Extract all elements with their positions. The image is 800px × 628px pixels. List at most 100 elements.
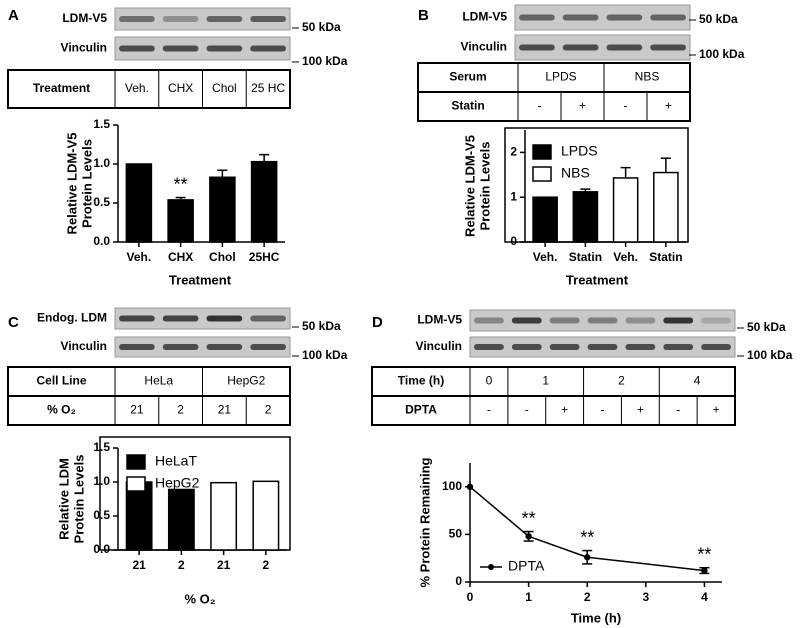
blot-band <box>250 16 286 22</box>
marker-label: 100 kDa <box>699 47 745 61</box>
x-tick-label: Statin <box>569 250 602 264</box>
blot-band <box>606 44 643 51</box>
y-tick-label: 50 <box>449 527 463 541</box>
table-cell: LPDS <box>545 70 576 84</box>
blot-label: LDM-V5 <box>417 313 462 327</box>
blot-band <box>511 344 542 350</box>
y-axis-title: Protein Levels <box>477 142 492 231</box>
bar <box>250 160 278 243</box>
panel-label: B <box>418 7 429 24</box>
table-cell: - <box>676 403 680 417</box>
table-cell: 2 <box>618 374 625 388</box>
x-axis-title: % O₂ <box>184 591 215 606</box>
blot-label: LDM-V5 <box>462 10 507 24</box>
x-axis-title: Time (h) <box>571 610 621 625</box>
marker-label: 50 kDa <box>302 319 341 333</box>
blot-band <box>206 45 243 52</box>
legend-swatch <box>532 166 552 182</box>
blot-band <box>250 45 286 52</box>
blot-band <box>549 344 580 350</box>
blot-band <box>474 317 504 324</box>
y-tick-label: 0 <box>510 234 517 248</box>
blot-band <box>587 317 618 324</box>
blot-band <box>625 344 656 350</box>
blot-band <box>650 14 686 21</box>
blot-band <box>562 44 599 51</box>
bar <box>572 191 599 243</box>
blot <box>114 36 291 61</box>
y-tick-label: 100 <box>442 479 462 493</box>
blot-band <box>701 344 731 350</box>
y-tick-label: 0.0 <box>93 542 110 556</box>
blot-band <box>474 344 504 350</box>
annotation: ** <box>580 527 594 547</box>
bar <box>653 171 679 243</box>
x-axis-title: Treatment <box>566 272 629 287</box>
blot-label: LDM-V5 <box>62 11 107 25</box>
table-row <box>7 69 291 109</box>
table-cell: 25 HC <box>251 81 285 95</box>
table-cell: HeLa <box>144 374 173 388</box>
legend-label: HeLaT <box>155 453 197 469</box>
blot-band <box>549 317 580 324</box>
table-row <box>417 91 691 122</box>
marker-label: 100 kDa <box>302 54 348 68</box>
x-tick-label: 1 <box>525 590 532 604</box>
bar <box>209 176 236 243</box>
annotation: ** <box>174 174 188 194</box>
legend-label: LPDS <box>561 143 598 159</box>
table-cell: + <box>665 99 672 113</box>
table-row-label: Cell Line <box>36 374 86 388</box>
table-row-label: Serum <box>449 70 486 84</box>
y-tick-label: 1.5 <box>93 440 110 454</box>
legend-marker <box>488 564 494 570</box>
blot-band <box>206 315 243 322</box>
table-row-label: DPTA <box>405 403 437 417</box>
x-tick-label: Veh. <box>613 250 638 264</box>
blot <box>114 336 291 358</box>
y-tick-label: 1.0 <box>93 474 110 488</box>
blot-band <box>119 315 155 322</box>
table-cell: - <box>601 403 605 417</box>
bar <box>252 480 280 551</box>
blot <box>469 309 736 332</box>
bar <box>167 488 195 551</box>
point <box>525 533 532 540</box>
table-cell: + <box>561 403 568 417</box>
table-cell: - <box>538 99 542 113</box>
x-tick-label: Chol <box>209 250 236 264</box>
table-cell: HepG2 <box>227 374 265 388</box>
x-tick-label: Veh. <box>533 250 558 264</box>
series-line <box>469 486 705 572</box>
blot-band <box>587 344 618 350</box>
table-row-label: Statin <box>451 99 484 113</box>
legend-swatch <box>126 454 146 470</box>
bar <box>125 163 153 243</box>
panel-label: D <box>372 314 383 331</box>
legend-label: HepG2 <box>155 475 200 491</box>
x-tick-label: Statin <box>649 250 682 264</box>
blot-band <box>250 315 286 322</box>
x-tick-label: 2 <box>178 558 185 572</box>
table-cell: NBS <box>635 70 660 84</box>
y-tick-label: 1.5 <box>93 117 110 131</box>
annotation: ** <box>522 508 536 528</box>
bar <box>532 196 558 243</box>
marker-label: 100 kDa <box>747 348 793 362</box>
x-tick-label: 4 <box>701 590 708 604</box>
blot-band <box>119 45 155 52</box>
bar <box>167 199 194 243</box>
table-cell: 1 <box>542 374 549 388</box>
marker-label: 50 kDa <box>747 320 786 334</box>
blot-band <box>162 45 199 52</box>
table-cell: Veh. <box>125 81 149 95</box>
blot-band <box>162 315 199 322</box>
y-tick-label: 0.5 <box>93 508 110 522</box>
table-cell: CHX <box>168 81 193 95</box>
table-cell: 2 <box>265 403 272 417</box>
blot-band <box>162 344 199 350</box>
legend-swatch <box>126 476 146 492</box>
blot-band <box>250 344 286 350</box>
blot-label: Vinculin <box>461 40 507 54</box>
